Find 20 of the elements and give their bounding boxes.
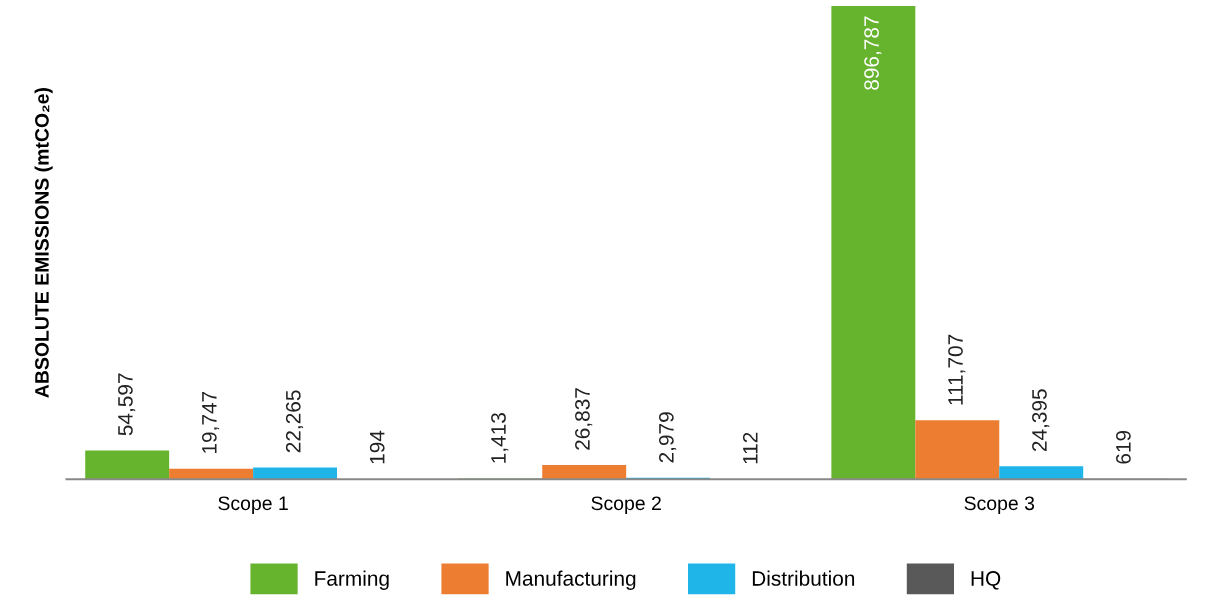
legend-label: Farming <box>315 570 389 590</box>
legend-label: HQ <box>971 571 1001 590</box>
x-tick-label: Scope 2 <box>591 496 661 514</box>
data-label: 1,413 <box>491 413 509 463</box>
data-label: 54,597 <box>118 373 136 436</box>
data-label: 194 <box>369 430 385 464</box>
data-label: 2,979 <box>658 412 677 463</box>
data-label: 896,787 <box>864 16 882 90</box>
data-label: 22,265 <box>285 390 304 453</box>
data-label: 111,707 <box>948 334 966 405</box>
x-tick-label: Scope 3 <box>964 496 1035 514</box>
data-label: 19,747 <box>201 391 220 453</box>
legend-label: Distribution <box>752 570 855 586</box>
x-tick-label: Scope 1 <box>218 496 288 514</box>
data-label: 24,395 <box>1032 389 1050 452</box>
y-axis-title: ABSOLUTE EMISSIONS (mtCO₂e) <box>34 88 53 398</box>
data-label: 112 <box>742 432 758 464</box>
data-label: 26,837 <box>575 388 593 450</box>
data-label: 619 <box>1116 430 1131 464</box>
legend-label: Manufacturing <box>506 570 636 590</box>
